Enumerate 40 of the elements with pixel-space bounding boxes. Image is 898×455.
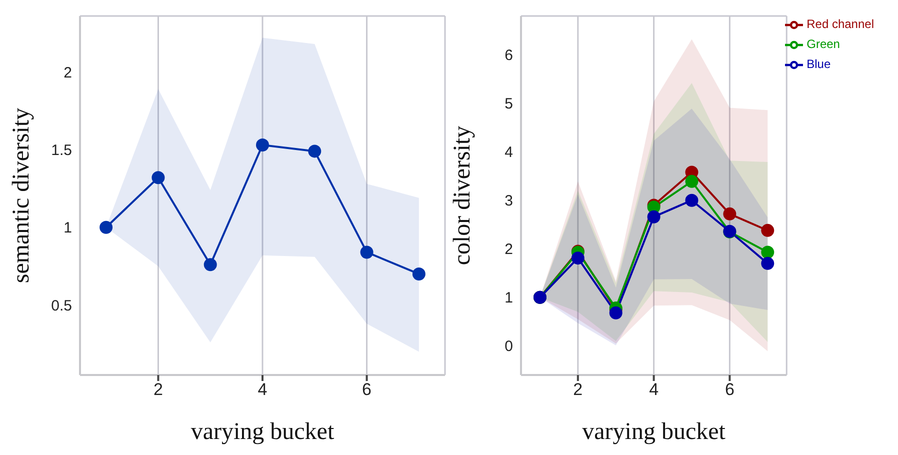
x-tick-label: 4 — [258, 380, 268, 400]
point — [761, 256, 774, 270]
point — [723, 207, 736, 220]
y-tick-label: 1 — [64, 220, 72, 237]
point — [761, 246, 774, 259]
x-tick-label: 6 — [724, 380, 734, 400]
legend-label: Blue — [806, 57, 831, 71]
point — [761, 224, 774, 237]
x-axis-title: varying bucket — [582, 419, 726, 445]
point — [360, 246, 374, 259]
y-tick-label: 0.5 — [51, 297, 72, 314]
y-tick-label: 4 — [504, 144, 513, 162]
y-tick-label: 1 — [504, 290, 513, 307]
point — [609, 306, 622, 320]
y-axis-title: color diversity — [450, 126, 476, 266]
point — [256, 138, 269, 152]
y-tick-label: 0 — [504, 338, 513, 356]
point — [100, 220, 113, 234]
y-tick-label: 5 — [504, 96, 513, 113]
point — [647, 210, 660, 224]
x-tick-label: 6 — [362, 380, 372, 400]
point — [152, 171, 165, 184]
y-tick-label: 2 — [64, 64, 72, 82]
y-tick-label: 2 — [504, 241, 513, 258]
y-tick-label: 6 — [504, 47, 513, 64]
y-tick-label: 3 — [504, 192, 513, 210]
x-tick-label: 4 — [649, 380, 659, 400]
point — [571, 252, 584, 265]
point — [685, 174, 698, 188]
legend-label: Green — [806, 37, 840, 51]
x-tick-label: 2 — [573, 380, 583, 400]
point — [685, 194, 698, 207]
y-axis-title: semantic diversity — [8, 108, 35, 284]
point — [308, 144, 322, 158]
x-axis-title: varying bucket — [190, 419, 334, 445]
x-tick-label: 2 — [153, 380, 163, 400]
point — [204, 258, 217, 272]
y-tick-label: 1.5 — [51, 142, 72, 159]
point — [412, 267, 426, 280]
legend-label: Red channel — [806, 17, 874, 31]
